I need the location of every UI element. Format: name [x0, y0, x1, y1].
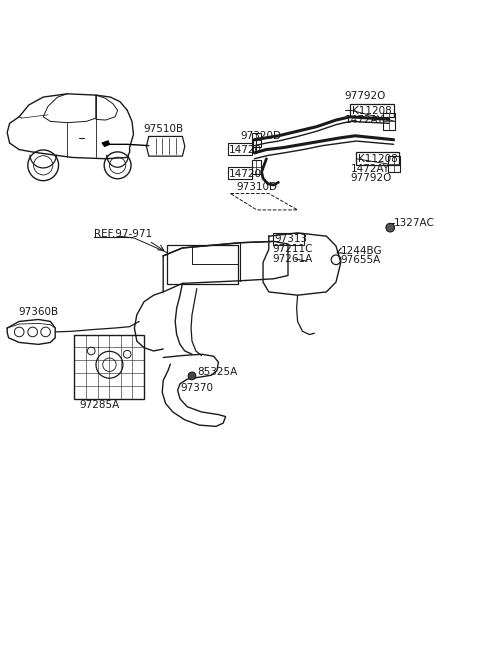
Bar [356, 152, 399, 165]
Bar [228, 167, 252, 179]
Bar [273, 233, 304, 245]
Text: 97320D: 97320D [240, 131, 281, 141]
Bar [192, 245, 238, 264]
Text: 1472AY: 1472AY [350, 163, 390, 174]
Text: K11208: K11208 [352, 106, 392, 116]
Text: 97310D: 97310D [236, 182, 277, 192]
Text: 97792O: 97792O [350, 173, 392, 183]
Circle shape [188, 372, 196, 380]
Text: 97360B: 97360B [18, 306, 59, 317]
Text: 1327AC: 1327AC [394, 218, 434, 228]
Text: 97211C: 97211C [273, 244, 313, 255]
Bar [228, 143, 252, 155]
Text: 97370: 97370 [180, 383, 213, 394]
Text: K11208: K11208 [358, 154, 397, 165]
Text: REF.97-971: REF.97-971 [94, 229, 152, 239]
Text: 97261A: 97261A [273, 254, 313, 264]
Bar [252, 160, 261, 174]
Bar [388, 155, 399, 172]
Text: 14720: 14720 [228, 169, 262, 179]
Text: 97792O: 97792O [345, 91, 386, 102]
Text: 14720: 14720 [228, 144, 262, 155]
Bar [167, 245, 238, 284]
Text: 97510B: 97510B [143, 123, 183, 134]
Text: 97655A: 97655A [341, 255, 381, 265]
Bar [383, 113, 395, 129]
Bar [350, 104, 394, 117]
Polygon shape [102, 141, 109, 146]
Text: 85325A: 85325A [197, 367, 237, 377]
Text: 1244BG: 1244BG [341, 246, 383, 256]
Text: 97313: 97313 [274, 234, 307, 244]
Bar [74, 335, 144, 399]
Text: 1472AY: 1472AY [345, 115, 384, 125]
Bar [252, 133, 261, 147]
Circle shape [386, 223, 395, 232]
Text: 97285A: 97285A [79, 400, 120, 411]
